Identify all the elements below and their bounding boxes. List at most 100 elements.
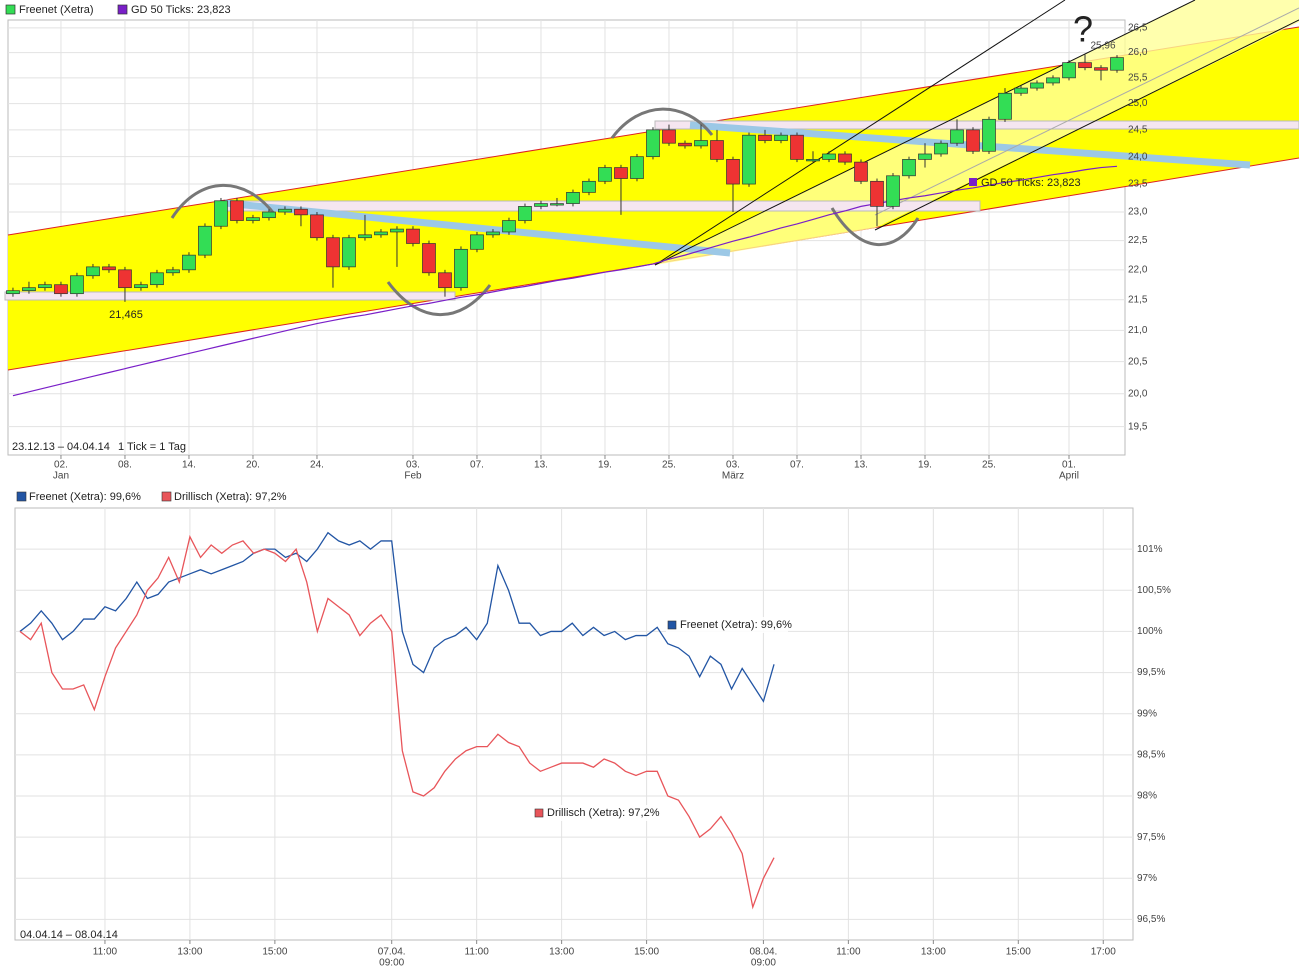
x-tick-sublabel: Jan bbox=[53, 471, 69, 482]
candle-body bbox=[1062, 62, 1076, 79]
candle-body bbox=[758, 134, 772, 141]
moving-average bbox=[12, 165, 1118, 397]
candle-body bbox=[1078, 62, 1092, 69]
candle-body bbox=[102, 266, 116, 271]
x-tick-label: 11:00 bbox=[836, 947, 861, 958]
y-tick-label: 97,5% bbox=[1137, 832, 1165, 843]
x-tick-label: 20. bbox=[246, 460, 260, 471]
x-tick-label: 15:00 bbox=[634, 947, 659, 958]
candle-body bbox=[614, 167, 628, 179]
y-tick-label: 21,5 bbox=[1128, 294, 1148, 305]
candle-body bbox=[838, 153, 852, 163]
candle-body bbox=[726, 159, 740, 185]
legend-label: Freenet (Xetra) bbox=[19, 4, 94, 16]
candle-body bbox=[150, 272, 164, 286]
y-tick-label: 99,5% bbox=[1137, 667, 1165, 678]
label-swatch bbox=[969, 178, 977, 186]
candle-body bbox=[70, 275, 84, 295]
candle-body bbox=[822, 153, 836, 160]
trend-line bbox=[654, 0, 1066, 266]
x-tick-label: 24. bbox=[310, 460, 324, 471]
candle-body bbox=[870, 180, 884, 207]
y-tick-label: 23,5 bbox=[1128, 179, 1148, 190]
candle-body bbox=[390, 228, 404, 233]
candle-body bbox=[262, 211, 276, 219]
grid bbox=[15, 508, 1133, 940]
trend-line bbox=[874, 7, 1299, 216]
candle-body bbox=[502, 220, 516, 233]
candle-body bbox=[374, 231, 388, 236]
candle-body bbox=[518, 206, 532, 221]
marks: 19,5 20,0 20,5 21,0 21,5 22,0 22,5 23,0 23,5 24,0… bbox=[5, 4, 1148, 482]
candle-body bbox=[1046, 77, 1060, 84]
candle-body bbox=[678, 142, 692, 147]
date-range: 23.12.13 – 04.04.14 bbox=[12, 441, 110, 453]
y-tick-label: 22,0 bbox=[1128, 264, 1148, 275]
y-tick-label: 99% bbox=[1137, 708, 1157, 719]
candle-body bbox=[22, 287, 36, 292]
candle-body bbox=[406, 228, 420, 244]
x-tick-label: 07. bbox=[470, 460, 484, 471]
x-tick-sublabel: 09:00 bbox=[751, 958, 776, 969]
candle-body bbox=[246, 217, 260, 221]
x-tick-label: 15:00 bbox=[1006, 947, 1031, 958]
legend-swatch bbox=[16, 491, 27, 502]
candle-body bbox=[358, 234, 372, 239]
candle-body bbox=[422, 243, 436, 274]
y-tick-label: 22,5 bbox=[1128, 235, 1148, 246]
candle-body bbox=[1094, 67, 1108, 71]
wave bbox=[610, 107, 714, 139]
y-tick-label: 97% bbox=[1137, 873, 1157, 884]
candle-body bbox=[438, 272, 452, 289]
annotation: 25,96 bbox=[1090, 41, 1115, 52]
x-tick-label: 15:00 bbox=[262, 947, 287, 958]
x-tick-label: 13. bbox=[854, 460, 868, 471]
y-tick-label: 25,5 bbox=[1128, 72, 1148, 83]
inline-label: Freenet (Xetra): 99,6% bbox=[680, 619, 792, 631]
x-tick-sublabel: Feb bbox=[404, 471, 422, 482]
x-tick-label: 11:00 bbox=[93, 947, 118, 958]
inline-label-bg bbox=[666, 617, 788, 633]
x-tick-label: 25. bbox=[982, 460, 996, 471]
trend-line bbox=[874, 19, 1299, 231]
candle-body bbox=[550, 203, 564, 206]
candle-body bbox=[166, 269, 180, 274]
wave bbox=[170, 183, 277, 219]
x-tick-label: 25. bbox=[662, 460, 676, 471]
inline-label: Drillisch (Xetra): 97,2% bbox=[547, 807, 660, 819]
candle-body bbox=[214, 200, 228, 227]
y-tick-label: 26,5 bbox=[1128, 22, 1148, 33]
candle-body bbox=[774, 134, 788, 141]
candle-body bbox=[630, 156, 644, 179]
candle-body bbox=[806, 159, 820, 162]
overlay-label: GD 50 Ticks: 23,823 bbox=[981, 177, 1081, 189]
y-tick-label: 25,0 bbox=[1128, 98, 1148, 109]
legend-swatch bbox=[161, 491, 172, 502]
candle-body bbox=[566, 192, 580, 204]
candle-body bbox=[854, 161, 868, 182]
x-tick-label: 13:00 bbox=[549, 947, 574, 958]
candle-body bbox=[134, 284, 148, 289]
candle-body bbox=[198, 225, 212, 256]
x-tick-label: 11:00 bbox=[465, 947, 490, 958]
inline-swatch bbox=[667, 620, 677, 630]
y-tick-label: 100,5% bbox=[1137, 585, 1171, 596]
candle-body bbox=[662, 129, 676, 144]
annotation: 21,465 bbox=[109, 309, 143, 321]
candle-body bbox=[982, 118, 996, 152]
wave bbox=[386, 281, 492, 317]
candle-body bbox=[310, 214, 324, 239]
x-tick-label: 07. bbox=[790, 460, 804, 471]
date-range: 04.04.14 – 08.04.14 bbox=[20, 929, 118, 941]
support-zone bbox=[654, 120, 1299, 130]
candle-body bbox=[710, 140, 724, 160]
y-tick-label: 98,5% bbox=[1137, 749, 1165, 760]
candle-body bbox=[582, 180, 596, 193]
candle-body bbox=[326, 237, 340, 268]
y-tick-label: 24,5 bbox=[1128, 125, 1148, 136]
x-tick-label: 19. bbox=[918, 460, 932, 471]
candle-body bbox=[1030, 82, 1044, 89]
candle-body bbox=[598, 167, 612, 182]
y-tick-label: 24,0 bbox=[1128, 151, 1148, 162]
